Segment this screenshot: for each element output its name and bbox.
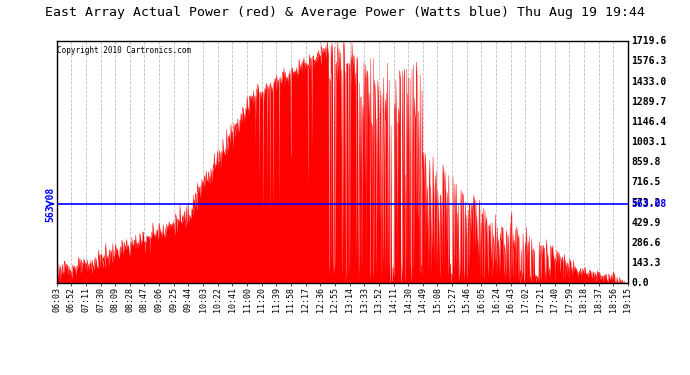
Text: Copyright 2010 Cartronics.com: Copyright 2010 Cartronics.com: [57, 46, 192, 55]
Text: 859.8: 859.8: [631, 157, 661, 167]
Text: 1289.7: 1289.7: [631, 97, 667, 107]
Text: 0.0: 0.0: [631, 278, 649, 288]
Text: 429.9: 429.9: [631, 217, 661, 228]
Text: 286.6: 286.6: [631, 238, 661, 248]
Text: 716.5: 716.5: [631, 177, 661, 188]
Text: 1003.1: 1003.1: [631, 137, 667, 147]
Text: 573.2: 573.2: [631, 198, 661, 207]
Text: 1719.6: 1719.6: [631, 36, 667, 46]
Text: 1576.3: 1576.3: [631, 56, 667, 66]
Text: 563.08: 563.08: [46, 186, 55, 222]
Text: East Array Actual Power (red) & Average Power (Watts blue) Thu Aug 19 19:44: East Array Actual Power (red) & Average …: [45, 6, 645, 19]
Text: 563.08: 563.08: [631, 199, 667, 209]
Text: 1146.4: 1146.4: [631, 117, 667, 127]
Text: 143.3: 143.3: [631, 258, 661, 268]
Text: 1433.0: 1433.0: [631, 76, 667, 87]
